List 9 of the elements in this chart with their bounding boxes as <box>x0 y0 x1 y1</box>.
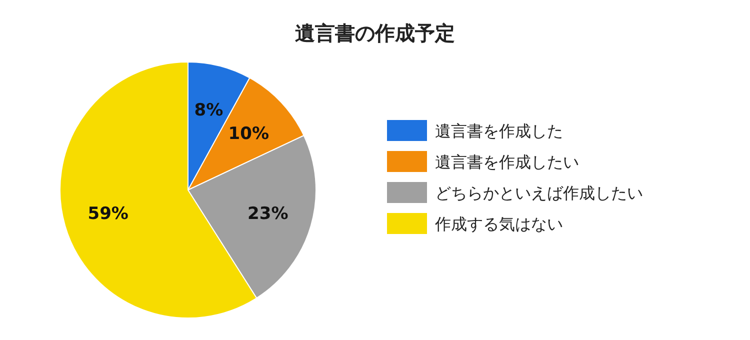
chart-title: 遺言書の作成予定 <box>295 21 455 45</box>
legend-label: どちらかといえば作成したい <box>435 184 643 203</box>
data-label: 59% <box>88 204 128 224</box>
data-label: 8% <box>194 100 224 120</box>
legend-label: 遺言書を作成した <box>435 122 563 141</box>
legend-label: 遺言書を作成したい <box>435 152 579 172</box>
data-label: 23% <box>248 204 288 224</box>
legend-label: 作成する気はない <box>434 214 563 234</box>
data-label: 10% <box>228 124 269 144</box>
